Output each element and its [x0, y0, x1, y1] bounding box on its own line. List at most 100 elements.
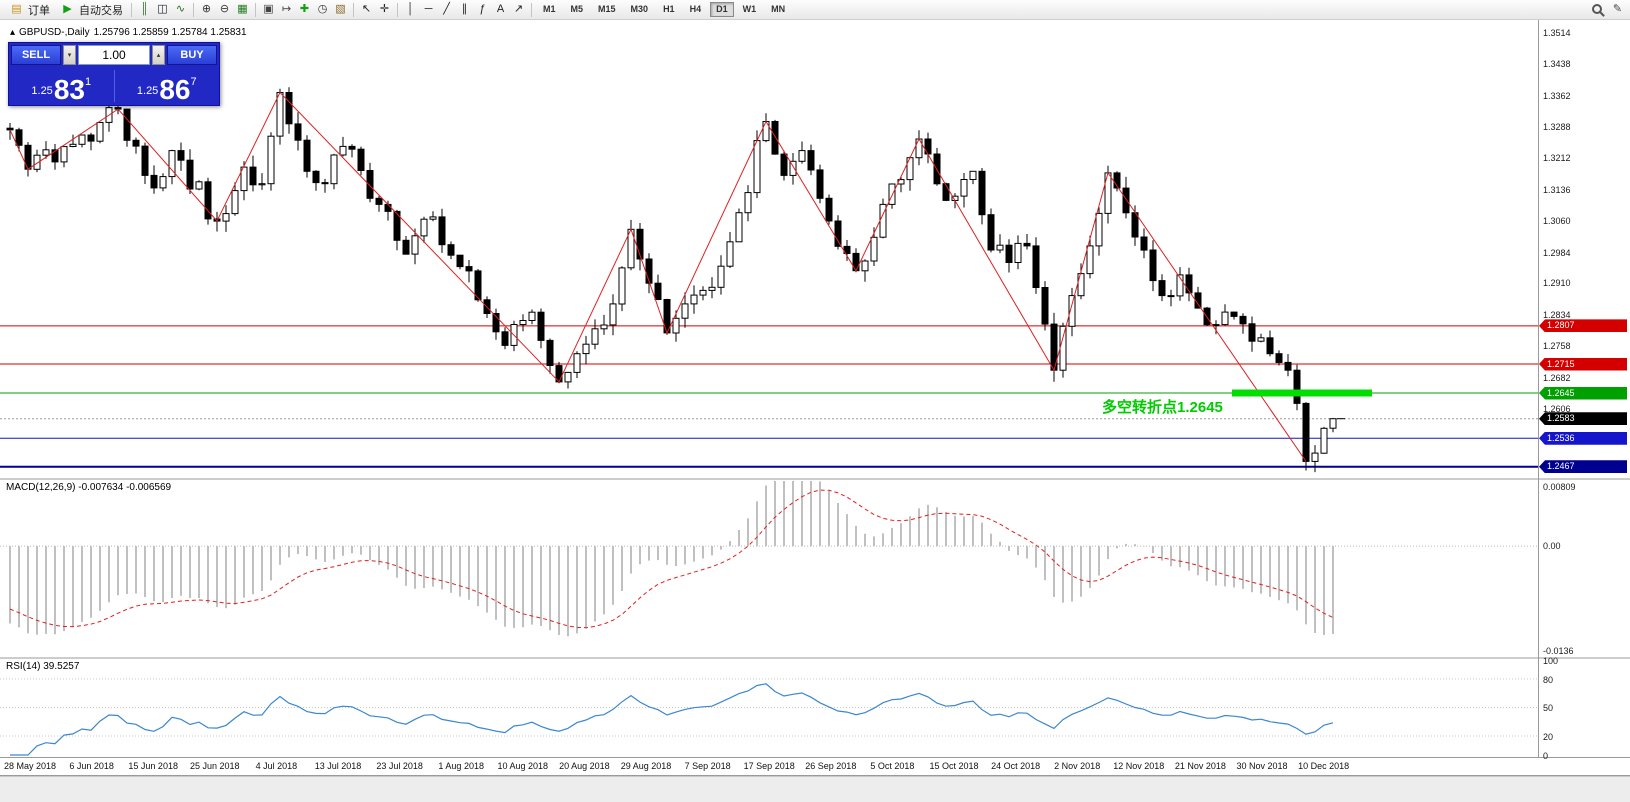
trendline-icon[interactable]: ╱ [443, 3, 450, 15]
date-label: 28 May 2018 [3, 761, 57, 771]
sell-price[interactable]: 1.25 83 1 [9, 67, 114, 105]
price-tag: 1.2715 [1539, 357, 1627, 371]
new-order-icon: ▤ [11, 3, 22, 15]
text-label-icon[interactable]: A [496, 3, 505, 15]
collapse-icon[interactable]: ▴ [10, 27, 16, 38]
indicators-icon[interactable]: ✚ [299, 3, 310, 15]
timeframe-button-H4[interactable]: H4 [689, 4, 702, 14]
line-chart-icon[interactable]: ∿ [175, 3, 186, 15]
price-axis-label: 1.3136 [1543, 184, 1571, 195]
tile-windows-icon[interactable]: ▦ [237, 3, 248, 15]
chart-title: ▴ GBPUSD-,Daily 1.25796 1.25859 1.25784 1.… [10, 27, 251, 38]
one-click-trading-panel: SELL ▾ ▴ BUY 1.25 83 1 1.25 86 7 [8, 42, 220, 106]
date-label: 23 Jul 2018 [376, 761, 423, 771]
crosshair-icon[interactable]: ✛ [379, 3, 390, 15]
rsi-axis-label: 100 [1543, 655, 1559, 666]
periods-icon[interactable]: ◷ [317, 3, 328, 15]
arrow-tools-icon[interactable]: ↗ [513, 3, 524, 15]
toolbar-separator [131, 2, 132, 17]
timeframe-button-MN[interactable]: MN [771, 4, 786, 14]
candlestick-chart-icon[interactable]: ◫ [157, 3, 168, 15]
status-strip [0, 776, 1630, 802]
price-axis-label: 1.2834 [1543, 309, 1571, 320]
magnifier-icon[interactable] [1592, 3, 1602, 14]
rsi-axis-label: 20 [1543, 731, 1554, 742]
price-axis-label: 1.3514 [1543, 27, 1571, 38]
timeframe-button-M5[interactable]: M5 [570, 4, 584, 14]
date-label: 12 Nov 2018 [1113, 761, 1165, 771]
vertical-line-icon[interactable]: │ [407, 3, 414, 15]
timeframe-button-M30[interactable]: M30 [630, 4, 649, 14]
toolbar-separator [193, 2, 194, 17]
cursor-icon[interactable]: ↖ [361, 3, 372, 15]
date-label: 13 Jul 2018 [314, 761, 362, 771]
price-axis-label: 1.3288 [1543, 121, 1571, 132]
fibonacci-icon[interactable]: ƒ [479, 3, 486, 15]
autotrading-label: 自动交易 [79, 4, 123, 17]
date-label: 21 Nov 2018 [1174, 761, 1226, 771]
timeframe-button-W1[interactable]: W1 [742, 4, 757, 14]
price-axis-label: 1.2984 [1543, 247, 1571, 258]
date-label: 10 Aug 2018 [497, 761, 549, 771]
buy-price[interactable]: 1.25 86 7 [115, 67, 220, 105]
timeframe-button-D1[interactable]: D1 [710, 2, 734, 17]
sell-button[interactable]: SELL [11, 45, 61, 65]
date-label: 30 Nov 2018 [1236, 761, 1288, 771]
toolbar-separator [353, 2, 354, 17]
date-label: 17 Sep 2018 [743, 761, 795, 771]
date-label: 2 Nov 2018 [1054, 761, 1101, 771]
price-axis-label: 1.2758 [1543, 341, 1571, 352]
toolbar-separator [531, 2, 532, 17]
timeframe-button-H1[interactable]: H1 [663, 4, 675, 14]
symbol-period-label: GBPUSD-,Daily [19, 27, 90, 38]
equidistant-channel-icon[interactable]: ∥ [461, 3, 468, 15]
volume-input[interactable] [78, 45, 150, 65]
sell-price-prefix: 1.25 [31, 85, 53, 97]
price-tag: 1.2536 [1539, 431, 1627, 445]
buy-price-big: 86 [159, 74, 191, 105]
toolbar-separator [255, 2, 256, 17]
date-label: 29 Aug 2018 [620, 761, 672, 771]
rsi-axis-label: 0 [1543, 750, 1549, 761]
zoom-out-icon[interactable]: ⊖ [219, 3, 230, 15]
volume-down-button[interactable]: ▾ [63, 45, 76, 65]
date-label: 5 Oct 2018 [870, 761, 915, 771]
price-axis-label: 1.3438 [1543, 59, 1571, 70]
rsi-label: RSI(14) 39.5257 [6, 661, 80, 672]
autotrading-button[interactable]: ▶ 自动交易 [55, 1, 127, 19]
date-label: 15 Oct 2018 [929, 761, 979, 771]
rsi-plot [10, 683, 1334, 756]
date-label: 20 Aug 2018 [559, 761, 610, 771]
volume-up-button[interactable]: ▴ [152, 45, 165, 65]
date-label: 25 Jun 2018 [190, 761, 240, 771]
chart-shift-icon[interactable]: ↦ [281, 3, 292, 15]
macd-axis-label: 0.00 [1543, 541, 1561, 552]
date-label: 26 Sep 2018 [805, 761, 857, 771]
auto-arrange-icon[interactable]: ▣ [263, 3, 274, 15]
price-tag: 1.2583 [1539, 412, 1627, 426]
buy-button[interactable]: BUY [167, 45, 217, 65]
price-divider [113, 70, 115, 102]
date-label: 7 Sep 2018 [684, 761, 731, 771]
price-axis-label: 1.3362 [1543, 90, 1571, 101]
new-order-button[interactable]: ▤ 订单 [4, 1, 54, 19]
date-label: 6 Jun 2018 [69, 761, 114, 771]
new-order-label: 订单 [28, 4, 50, 17]
date-label: 10 Dec 2018 [1298, 761, 1350, 771]
bar-chart-icon[interactable]: ║ [140, 3, 149, 15]
timeframe-button-M15[interactable]: M15 [598, 4, 616, 14]
templates-icon[interactable]: ▧ [335, 3, 346, 15]
date-label: 24 Oct 2018 [991, 761, 1041, 771]
horizontal-line-icon[interactable]: ─ [424, 3, 433, 15]
pivot-annotation: 多空转折点1.2645 [1102, 399, 1223, 416]
price-axis-label: 1.3212 [1543, 153, 1571, 164]
timeframe-button-M1[interactable]: M1 [543, 4, 556, 14]
draw-icon[interactable]: ✎ [1612, 3, 1623, 15]
price-axis-label: 1.2910 [1543, 278, 1571, 289]
autotrading-icon: ▶ [63, 3, 72, 15]
zoom-in-icon[interactable]: ⊕ [201, 3, 212, 15]
price-axis-label: 1.2682 [1543, 372, 1571, 383]
date-label: 4 Jul 2018 [255, 761, 298, 771]
